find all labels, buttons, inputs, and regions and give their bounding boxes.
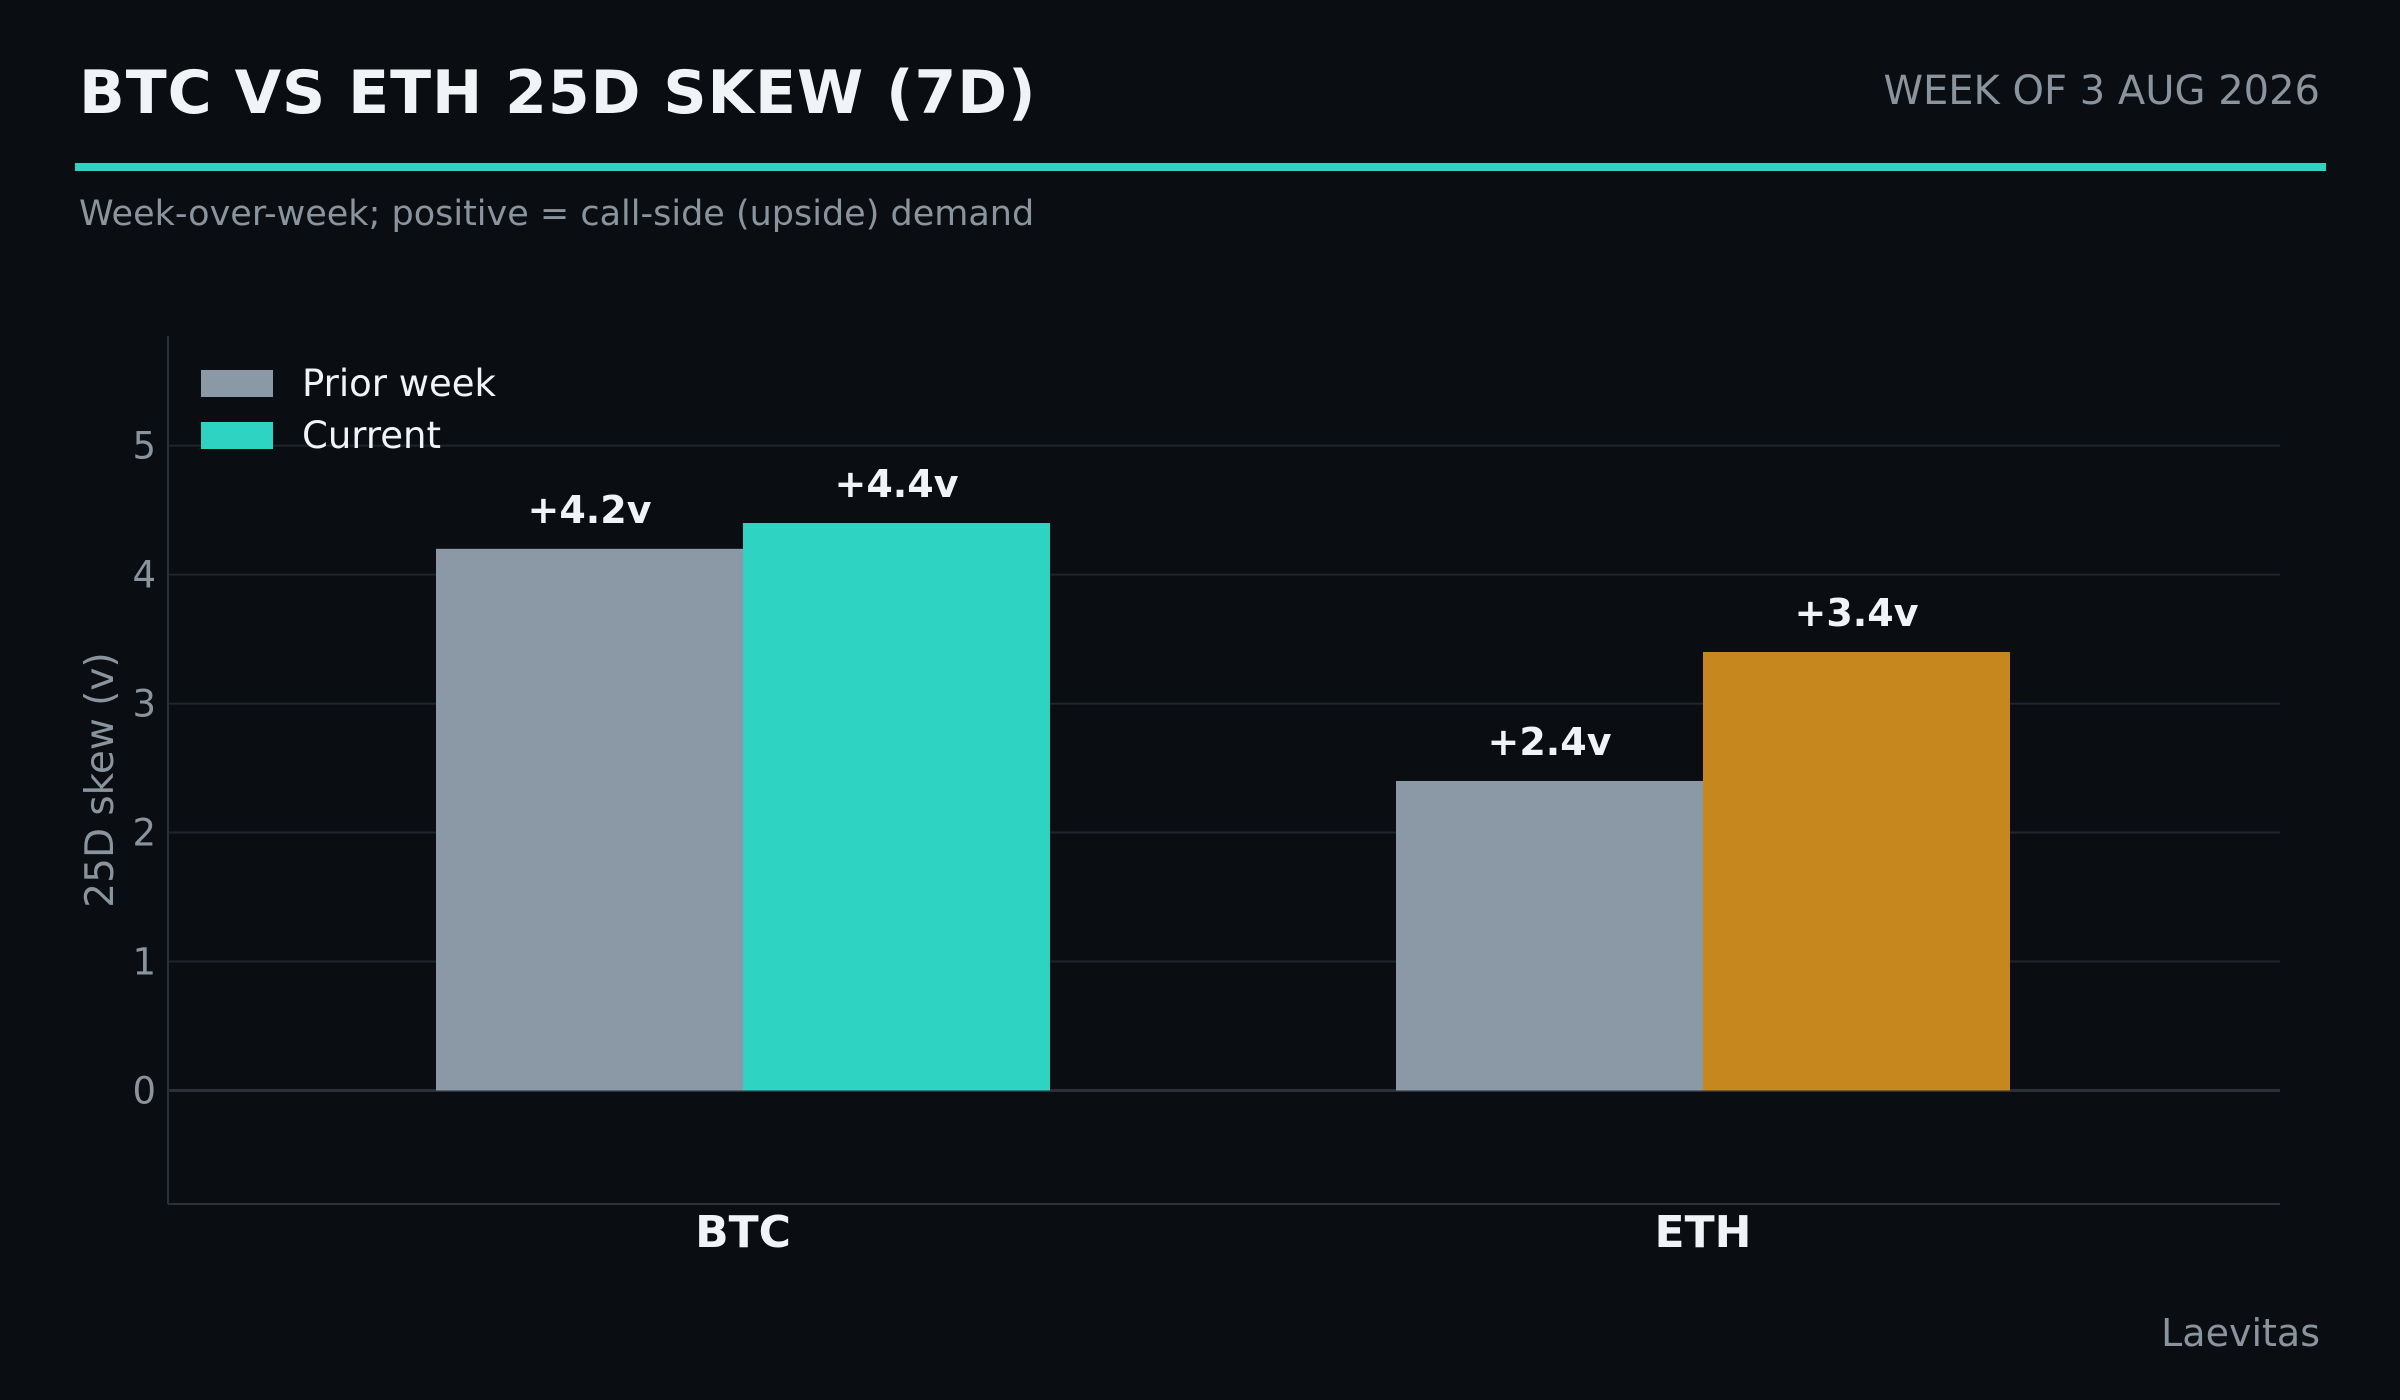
source-label: Laevitas bbox=[2161, 1311, 2320, 1355]
data-label: +4.2v bbox=[528, 488, 652, 532]
y-tick-label: 0 bbox=[132, 1070, 156, 1113]
y-tick-label: 1 bbox=[132, 941, 156, 984]
y-tick-label: 4 bbox=[132, 554, 156, 597]
bar-eth-current bbox=[1703, 651, 2010, 1091]
x-tick-label: ETH bbox=[1655, 1207, 1752, 1258]
accent-rule bbox=[75, 163, 2326, 171]
bar-eth-prior bbox=[1396, 780, 1703, 1091]
chart-subtitle: Week-over-week; positive = call-side (up… bbox=[79, 194, 1035, 234]
bar-btc-prior bbox=[436, 548, 743, 1091]
legend-swatch bbox=[201, 422, 273, 449]
x-tick-label: BTC bbox=[695, 1207, 791, 1258]
y-tick-label: 5 bbox=[132, 425, 156, 468]
y-axis-label: 25D skew (v) bbox=[78, 652, 123, 907]
legend-label: Current bbox=[302, 414, 441, 457]
y-tick-label: 2 bbox=[132, 812, 156, 855]
legend-swatch bbox=[201, 370, 273, 397]
week-label: WEEK OF 3 AUG 2026 bbox=[1883, 68, 2320, 114]
legend-label: Prior week bbox=[302, 362, 497, 405]
bar-btc-current bbox=[743, 523, 1050, 1091]
y-tick-label: 3 bbox=[132, 683, 156, 726]
chart-title: BTC VS ETH 25D SKEW (7D) bbox=[79, 58, 1037, 128]
data-label: +4.4v bbox=[835, 462, 959, 506]
data-label: +3.4v bbox=[1795, 591, 1919, 635]
data-label: +2.4v bbox=[1488, 720, 1612, 764]
